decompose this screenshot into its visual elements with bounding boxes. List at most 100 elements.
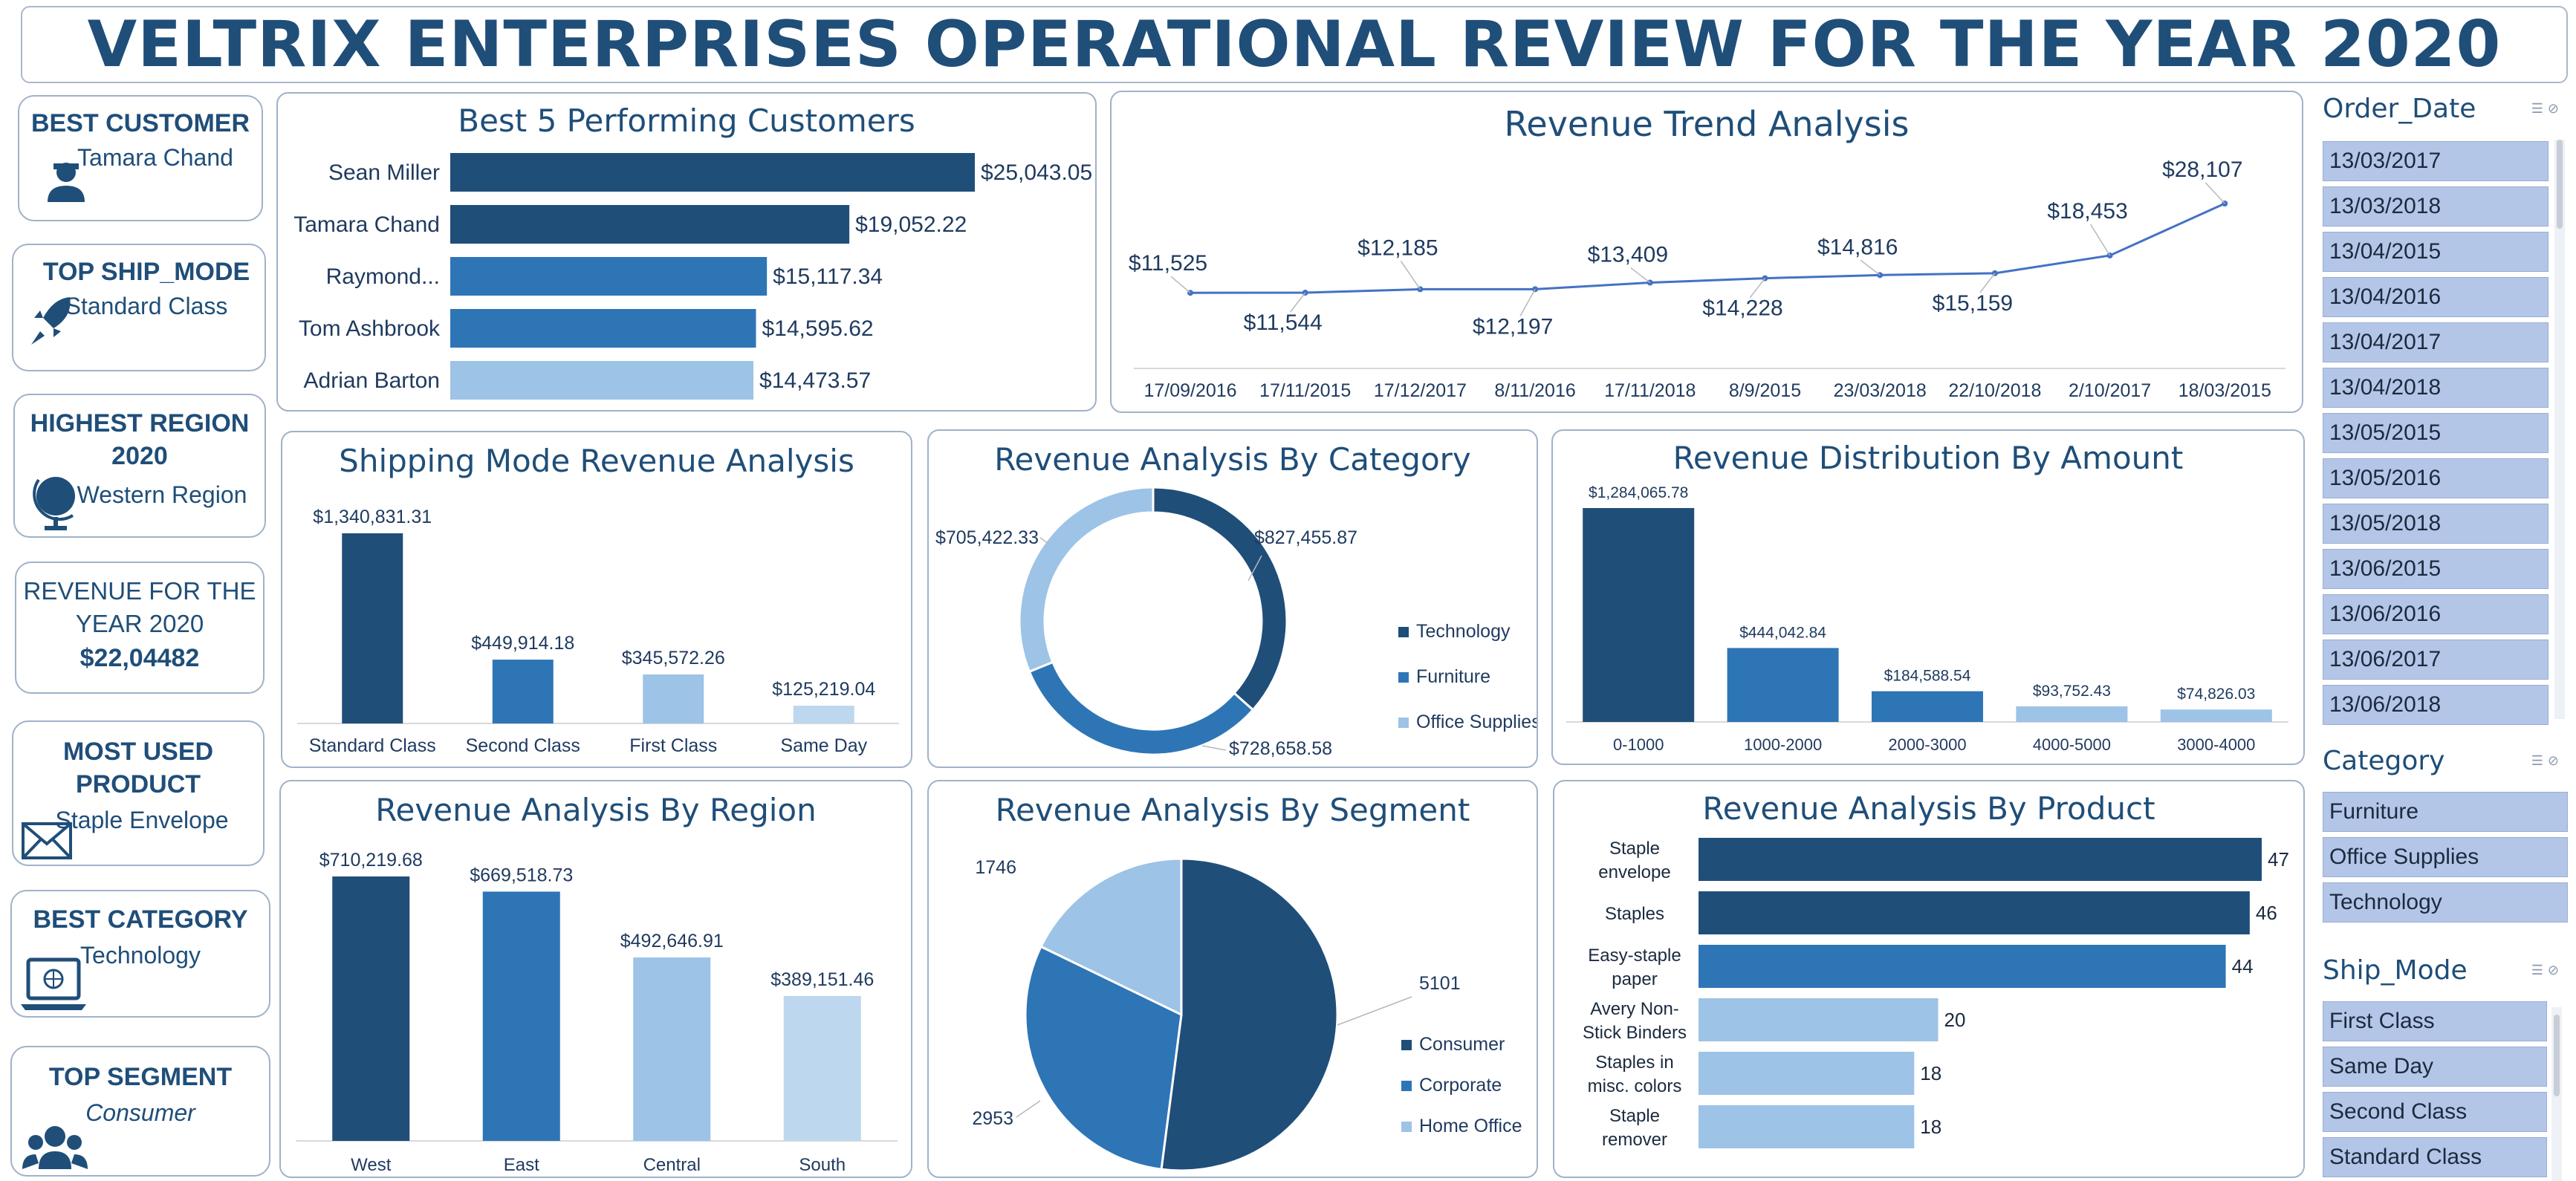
kpi-value: Staple Envelope	[55, 807, 229, 833]
bar	[1699, 838, 2262, 881]
data-label: $389,151.46	[770, 969, 874, 990]
data-label: $25,043.05	[981, 160, 1092, 185]
x-tick-label: 0-1000	[1613, 735, 1664, 754]
chart-region: $710,219.68 West $669,518.73 East $492,646.9…	[296, 850, 898, 1175]
slicer-scrollbar[interactable]	[2554, 140, 2565, 719]
bar	[450, 361, 754, 400]
legend-label: Office Supplies	[1416, 712, 1537, 732]
globe-icon	[33, 477, 75, 530]
category-label: Tamara Chand	[293, 212, 440, 237]
team-icon	[22, 1126, 88, 1169]
slicer-controls[interactable]: ☰⊘	[2531, 963, 2563, 978]
data-label: $11,525	[1129, 251, 1207, 276]
slicer-scrollbar[interactable]	[2551, 1007, 2562, 1181]
slicer-order-date-item[interactable]: 13/06/2017	[2323, 640, 2549, 680]
chart-title: Revenue Analysis By Region	[375, 792, 817, 828]
slicer-order-date-item[interactable]: 13/04/2018	[2323, 368, 2549, 408]
data-label: $11,544	[1244, 310, 1323, 335]
slicer-category-item[interactable]: Furniture	[2323, 792, 2568, 832]
slicer-ship-mode-item[interactable]: Second Class	[2323, 1092, 2547, 1132]
kpi-label: TOP SEGMENT	[48, 1063, 233, 1091]
chart-title: Revenue Analysis By Category	[994, 441, 1471, 478]
scrollbar-thumb[interactable]	[2557, 140, 2563, 229]
legend-label: Corporate	[1419, 1075, 1502, 1096]
scrollbar-thumb[interactable]	[2554, 1015, 2560, 1096]
data-label: 2953	[972, 1108, 1013, 1129]
slicer-order-date-item[interactable]: 13/06/2018	[2323, 685, 2549, 725]
x-tick-label: 17/11/2015	[1259, 380, 1351, 401]
slicer-ship-mode-item[interactable]: Same Day	[2323, 1047, 2547, 1087]
slicer-order-date-item[interactable]: 13/05/2016	[2323, 458, 2549, 498]
slicer-ship-mode-item[interactable]: First Class	[2323, 1001, 2547, 1041]
slicer-title: Order_Date	[2323, 94, 2476, 124]
slicer-controls[interactable]: ☰⊘	[2531, 753, 2563, 769]
clear-filter-icon[interactable]: ⊘	[2547, 753, 2563, 768]
bar	[793, 706, 854, 723]
slicer-category-item[interactable]: Technology	[2323, 882, 2568, 923]
slicer-ship-mode-item[interactable]: Standard Class	[2323, 1137, 2547, 1177]
data-label: 47	[2268, 848, 2289, 871]
slicer-order-date-item[interactable]: 13/04/2015	[2323, 232, 2549, 272]
bar	[450, 257, 768, 296]
slicer-category: Category ☰⊘ Furniture Office Supplies Tech…	[2323, 746, 2568, 930]
bar	[1872, 691, 1983, 722]
data-label: $14,595.62	[762, 316, 873, 341]
multiselect-icon[interactable]: ☰	[2531, 101, 2548, 116]
bar	[1583, 508, 1695, 722]
dashboard-title-bar: VELTRIX ENTERPRISES OPERATIONAL REVIEW F…	[21, 6, 2568, 83]
slicer-order-date-item[interactable]: 13/06/2015	[2323, 549, 2549, 589]
slicer-ship-mode: Ship_Mode ☰⊘ First Class Same Day Second C…	[2323, 955, 2568, 1181]
slicer-controls[interactable]: ☰⊘	[2531, 101, 2563, 117]
slice	[1018, 486, 1155, 674]
slicer-order-date-item[interactable]: 13/03/2017	[2323, 141, 2549, 181]
panel-distribution: Revenue Distribution By Amount $1,284,06…	[1551, 429, 2305, 765]
category-label: envelope	[1598, 862, 1670, 882]
x-tick-label: 8/9/2015	[1729, 380, 1801, 401]
x-tick-label: Central	[643, 1155, 701, 1175]
kpi-top-segment: TOP SEGMENT Consumer	[10, 1046, 270, 1177]
data-label: 18	[1920, 1062, 1941, 1084]
legend-label: Technology	[1416, 621, 1511, 642]
slicer-order-date-item[interactable]: 13/05/2018	[2323, 504, 2549, 544]
slicer-order-date-item[interactable]: 13/04/2017	[2323, 322, 2549, 362]
panel-region: Revenue Analysis By Region $710,219.68 We…	[279, 780, 912, 1178]
chart-category: $827,455.87 Technology $728,658.58 Furnitur…	[935, 486, 1537, 759]
data-label: $449,914.18	[471, 633, 574, 654]
kpi-label-year: YEAR 2020	[75, 610, 204, 637]
slicer-order-date-item[interactable]: 13/05/2015	[2323, 413, 2549, 453]
data-label: $1,284,065.78	[1589, 484, 1688, 501]
data-label: $12,185	[1357, 235, 1438, 260]
kpi-label: HIGHEST REGION	[30, 409, 250, 437]
bar	[643, 674, 704, 723]
slicer-category-item[interactable]: Office Supplies	[2323, 837, 2568, 877]
panel-category: Revenue Analysis By Category $827,455.87…	[927, 429, 1538, 768]
laptop-icon	[21, 957, 86, 1010]
multiselect-icon[interactable]: ☰	[2531, 963, 2548, 977]
data-label: $14,816	[1817, 235, 1898, 259]
label-leader	[1016, 1100, 1041, 1118]
legend-label: Home Office	[1419, 1116, 1522, 1136]
label-leader	[1860, 259, 1881, 276]
clear-filter-icon[interactable]: ⊘	[2547, 963, 2563, 977]
label-leader	[1519, 288, 1536, 316]
slicer-order-date-item[interactable]: 13/04/2016	[2323, 277, 2549, 317]
x-tick-label: South	[799, 1155, 846, 1175]
clear-filter-icon[interactable]: ⊘	[2547, 101, 2563, 116]
kpi-top-ship-mode: TOP SHIP_MODE Standard Class	[12, 244, 266, 371]
panel-revenue-trend: Revenue Trend Analysis $11,525 17/09/2016…	[1110, 91, 2303, 413]
slicer-order-date-item[interactable]: 13/03/2018	[2323, 186, 2549, 227]
chart-title: Revenue Trend Analysis	[1504, 104, 1910, 144]
label-leader	[1290, 292, 1306, 313]
chart-revenue-trend: $11,525 17/09/2016 $11,544 17/11/2015 $12,18…	[1129, 157, 2285, 401]
data-label: $444,042.84	[1739, 624, 1826, 641]
kpi-label-year: 2020	[111, 442, 168, 470]
x-tick-label: 18/03/2015	[2178, 380, 2271, 401]
label-leader	[1400, 260, 1421, 290]
slicer-order-date-item[interactable]: 13/06/2016	[2323, 594, 2549, 634]
data-label: $18,453	[2047, 199, 2127, 224]
multiselect-icon[interactable]: ☰	[2531, 753, 2548, 768]
data-label: $669,518.73	[470, 865, 573, 885]
chart-best-customers: Sean Miller $25,043.05 Tamara Chand $19,052…	[293, 153, 1092, 400]
label-leader	[2089, 224, 2111, 256]
data-label: $28,107	[2162, 157, 2242, 182]
